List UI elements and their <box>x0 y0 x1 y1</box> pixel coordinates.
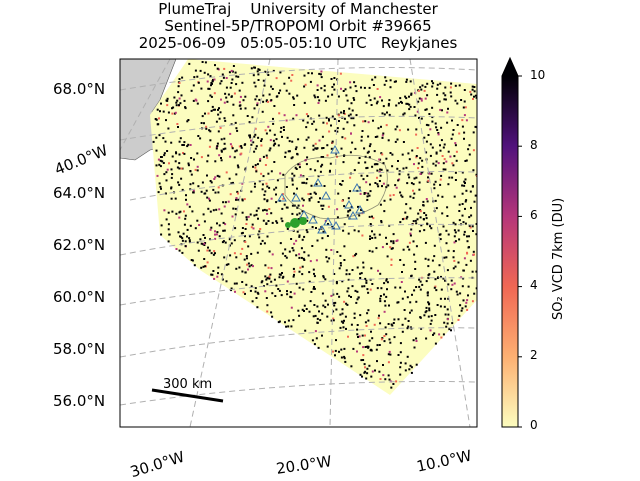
title-line-1: PlumeTraj University of Manchester <box>158 0 438 18</box>
colorbar-frame <box>501 56 519 428</box>
colorbar-tick-4: 4 <box>530 278 538 292</box>
map-frame <box>119 58 478 428</box>
volcano-markers <box>277 144 365 234</box>
lat-label-68: 68.0°N <box>53 80 106 98</box>
lat-label-60: 60.0°N <box>53 288 106 306</box>
colorbar-tick-8: 8 <box>530 138 538 152</box>
scale-bar-label: 300 km <box>163 377 213 392</box>
map-area <box>120 59 477 427</box>
lat-label-62: 62.0°N <box>53 236 106 254</box>
colorbar-extend-arrow <box>502 58 518 76</box>
lat-label-56: 56.0°N <box>53 392 106 410</box>
trajectory-points <box>285 217 307 228</box>
title-line-2: Sentinel-5P/TROPOMI Orbit #39665 <box>164 17 432 35</box>
lat-label-58: 58.0°N <box>53 340 106 358</box>
colorbar-label: SO₂ VCD 7km (DU) <box>551 197 566 320</box>
colorbar-tick-0: 0 <box>530 418 538 432</box>
colorbar-tick-10: 10 <box>530 68 546 82</box>
lat-label-64: 64.0°N <box>53 184 106 202</box>
colorbar-body <box>502 76 518 427</box>
iceland-coastline <box>284 154 388 220</box>
colorbar-tick-6: 6 <box>530 208 538 222</box>
title-line-3: 2025-06-09 05:05-05:10 UTC Reykjanes <box>138 34 458 52</box>
graticule <box>120 59 477 427</box>
colorbar-tick-2: 2 <box>530 348 538 362</box>
scale-bar <box>151 388 224 403</box>
colorbar-ticks <box>518 75 522 428</box>
